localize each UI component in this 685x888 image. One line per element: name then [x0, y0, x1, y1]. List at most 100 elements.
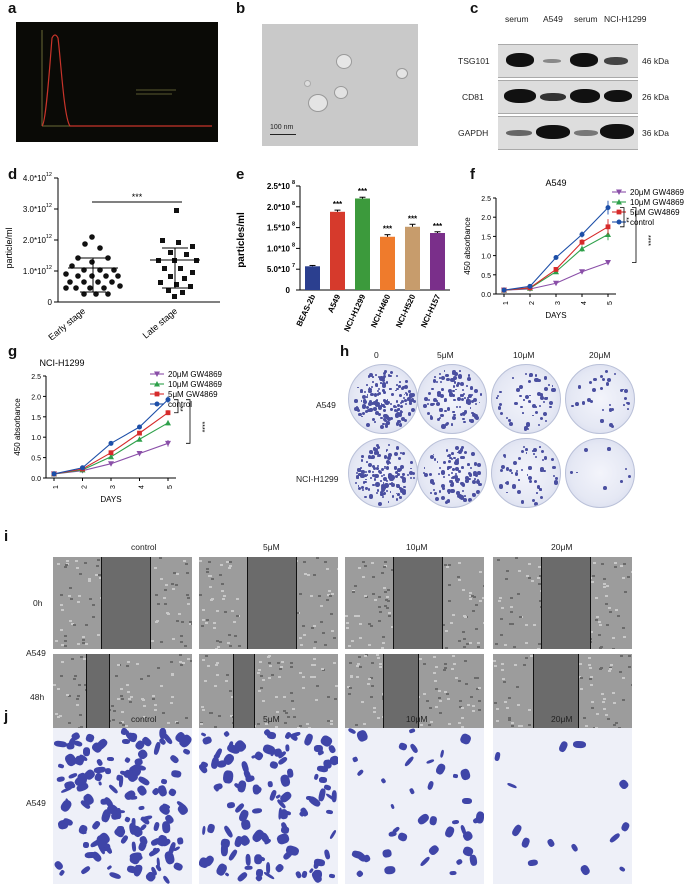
line-point-circle [501, 287, 507, 293]
line-point-square [605, 224, 611, 230]
legend-label: 10μM GW4869 [630, 198, 685, 207]
sig-label: ** [622, 217, 629, 223]
e-ylabel: particles/ml [236, 212, 247, 268]
xtick-label: 4 [139, 485, 146, 489]
sig-bracket [632, 207, 637, 263]
colony-dish [348, 364, 418, 434]
transwell-image [493, 728, 632, 884]
panel-label-h: h [340, 343, 350, 360]
kda-label-cd81: 26 kDa [642, 92, 669, 102]
e-bar [305, 266, 320, 290]
colony-dish [348, 438, 418, 508]
panel-e-bar-chart: particles/ml 05.0*10 71.0*10 81.5*10 82.0*1… [236, 180, 450, 333]
blot-strip-gapdh [498, 116, 638, 150]
sig-bracket [174, 399, 179, 414]
h-conc-0: 0 [374, 350, 379, 360]
i-cell-line: A549 [26, 648, 46, 658]
panel-label-i: i [4, 528, 9, 545]
line-point-square [108, 450, 114, 456]
d-xlabel-early: Early stage [46, 306, 87, 340]
e-ytick-exp: 8 [292, 180, 295, 186]
transwell-image [199, 728, 338, 884]
chart-xlabel: DAYS [545, 311, 566, 320]
d-ytick-4: 4.0*10 [23, 174, 47, 183]
line-point-square [154, 391, 160, 397]
ytick-label: 0.5 [481, 273, 491, 280]
line-point-circle [165, 397, 171, 403]
e-category-label: NCI-H460 [369, 293, 392, 330]
e-ytick-exp: 8 [292, 222, 295, 228]
legend-label: 10μM GW4869 [168, 380, 223, 389]
d-ytick-exp-1: 12 [46, 265, 52, 271]
chart-ylabel: 450 absorbance [13, 398, 22, 456]
d-ytick-exp-3: 12 [46, 203, 52, 209]
line-point-circle [154, 401, 160, 407]
xtick-label: 2 [82, 485, 89, 489]
kda-label-tsg101: 46 kDa [642, 56, 669, 66]
line-point-tri-down [108, 461, 114, 467]
chart-title: A549 [545, 178, 566, 188]
e-ytick-label: 0 [286, 286, 291, 295]
legend-label: 5μM GW4869 [168, 390, 218, 399]
line-point-square [579, 239, 585, 245]
e-ytick-exp: 7 [292, 263, 295, 269]
i-conc-1: 5μM [263, 542, 280, 552]
e-category-label: BEAS-2b [295, 293, 318, 328]
e-sig-label: *** [383, 225, 393, 234]
e-bar [330, 211, 345, 290]
colony-dish [417, 438, 487, 508]
h-conc-1: 5μM [437, 350, 454, 360]
line-point-tri-up [136, 436, 143, 442]
panel-label-c: c [470, 0, 479, 17]
lane-label-4: NCI-H1299 [604, 14, 647, 24]
line-point-tri-down [553, 280, 559, 287]
legend-label: 20μM GW4869 [168, 370, 223, 379]
d-ytick-2: 2.0*10 [23, 236, 47, 245]
ytick-label: 2.5 [481, 196, 491, 203]
colony-dish [491, 438, 561, 508]
d-xlabel-late: Late stage [141, 306, 180, 340]
e-category-label: NCI-H157 [419, 293, 442, 330]
line-point-tri-down [165, 440, 171, 447]
line-point-circle [108, 440, 114, 446]
line-point-circle [51, 471, 57, 477]
line-point-tri-up [165, 419, 171, 426]
transwell-image [53, 728, 192, 884]
d-significance: *** [132, 192, 143, 202]
line-point-tri-down [616, 189, 622, 195]
j-cell-line: A549 [26, 798, 46, 808]
ytick-label: 0.0 [31, 476, 41, 483]
panel-label-b: b [236, 0, 246, 17]
line-point-square [616, 209, 622, 215]
wound-image [199, 557, 338, 649]
chart-xlabel: DAYS [100, 495, 121, 504]
line-point-circle [579, 231, 585, 237]
transwell-image [345, 728, 484, 884]
line-point-square [553, 267, 559, 272]
colony-dish [565, 364, 635, 434]
panel-d-ylabel: particle/ml [4, 227, 14, 268]
e-bar [355, 198, 370, 290]
line-point-tri-up [154, 381, 160, 387]
ytick-label: 1.5 [481, 234, 491, 241]
wound-image [345, 557, 484, 649]
legend-label: control [168, 400, 192, 409]
chart-title: NCI-H1299 [39, 358, 84, 368]
line-point-circle [616, 219, 622, 225]
ytick-label: 1.0 [31, 435, 41, 442]
line-point-circle [80, 465, 85, 471]
ytick-label: 2.5 [31, 374, 41, 381]
panel-label-e: e [236, 166, 245, 183]
j-conc-1: 5μM [263, 714, 280, 724]
e-ytick-label: 1.0*10 [267, 244, 291, 253]
line-point-tri-down [136, 451, 143, 457]
h-row-h1299: NCI-H1299 [296, 474, 339, 484]
lane-label-1: serum [505, 14, 529, 24]
line-point-tri-up [579, 245, 585, 252]
series-line [503, 207, 609, 291]
xtick-label: 5 [607, 301, 614, 305]
tem-image: 100 nm [262, 24, 418, 146]
e-ytick-exp: 8 [292, 242, 295, 248]
e-sig-label: *** [358, 187, 368, 196]
sig-bracket [186, 399, 191, 444]
